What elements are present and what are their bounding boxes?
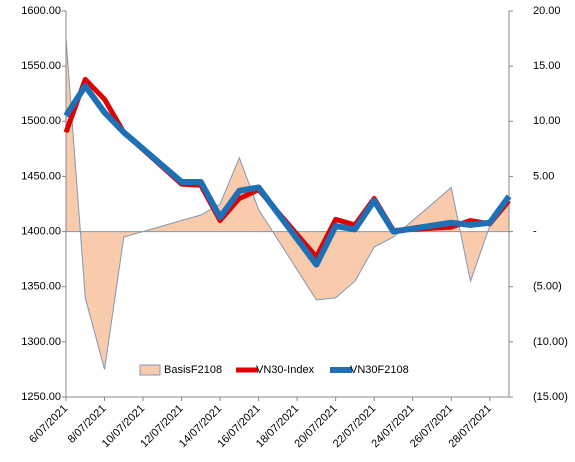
y-tick-label: 1550.00: [21, 60, 61, 72]
y2-tick-label: (5.00): [533, 281, 562, 293]
y-tick-label: 1350.00: [21, 281, 61, 293]
y-tick-label: 1400.00: [21, 225, 61, 237]
y-tick-label: 1600.00: [21, 5, 61, 17]
y-tick-label: 1500.00: [21, 115, 61, 127]
line: [63, 82, 512, 268]
y-tick-label: 1250.00: [21, 391, 61, 403]
area: [66, 38, 509, 370]
y2-tick-label: 5.00: [533, 170, 554, 182]
y2-tick-label: 20.00: [533, 5, 561, 17]
legend-swatch: [139, 364, 161, 376]
y-tick-label: 1450.00: [21, 170, 61, 182]
x-tick-label: 6/07/2021: [27, 403, 70, 446]
y2-tick-label: 10.00: [533, 115, 561, 127]
y2-tick-label: (15.00): [533, 391, 568, 403]
y2-tick-label: 15.00: [533, 60, 561, 72]
y-tick-label: 1300.00: [21, 336, 61, 348]
legend-label: BasisF2108: [164, 364, 222, 376]
y2-tick-label: (10.00): [533, 336, 568, 348]
y2-tick-label: -: [533, 225, 537, 237]
legend-label: VN30-Index: [256, 364, 315, 376]
area-outline: [65, 38, 510, 370]
legend-label: VN30F2108: [350, 364, 409, 376]
